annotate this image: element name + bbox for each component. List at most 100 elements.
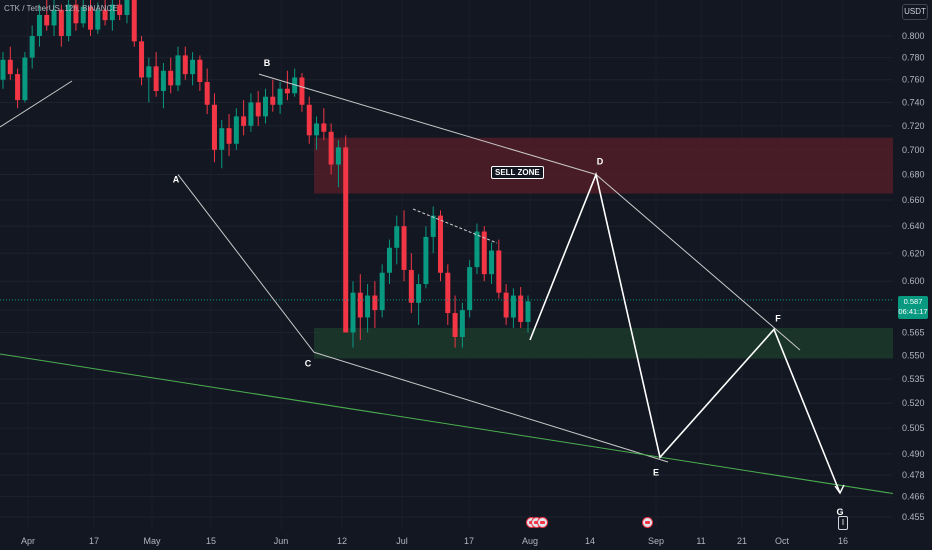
- candle-body: [36, 14, 42, 37]
- price-tick-label: 0.520: [902, 398, 925, 408]
- dashed-resistance-line: [412, 208, 498, 244]
- channel-line-bd: [258, 73, 597, 176]
- price-tick-label: 0.600: [902, 276, 925, 286]
- wave-label-f: F: [775, 313, 781, 323]
- candle-body: [423, 236, 429, 285]
- candle-body: [0, 59, 6, 80]
- zones-layer: [314, 137, 893, 359]
- candle-body: [197, 59, 203, 82]
- wave-labels-layer: A B C D E F G: [173, 58, 844, 517]
- price-tick-label: 0.620: [902, 248, 925, 258]
- grid-lines: [0, 35, 893, 518]
- wave-label-g: G: [836, 507, 843, 517]
- candle-body: [350, 292, 356, 333]
- candle-body: [160, 70, 166, 92]
- time-tick-label: 11: [696, 536, 705, 546]
- candle-body: [182, 55, 188, 75]
- candle-body: [131, 0, 137, 42]
- candle-body: [518, 295, 524, 322]
- long-support-line: [0, 353, 929, 500]
- arrow-head: [834, 484, 845, 495]
- candle-body: [408, 269, 414, 303]
- candle-body: [379, 272, 385, 311]
- wave-label-a: A: [173, 175, 180, 185]
- time-tick-label: 17: [89, 536, 99, 546]
- time-tick-label: May: [143, 536, 161, 546]
- price-tick-label: 0.760: [902, 75, 925, 85]
- candle-body: [481, 231, 487, 275]
- candle-body: [372, 295, 378, 311]
- candle-body: [489, 250, 495, 275]
- channel-line-df: [595, 174, 801, 351]
- candle-body: [357, 292, 363, 318]
- channel-line-ce: [313, 351, 669, 463]
- price-axis[interactable]: 0.800 0.780 0.760 0.740 0.720 0.700 0.680 0.660…: [893, 0, 932, 550]
- candle-body: [525, 301, 531, 322]
- candle-body: [328, 131, 334, 165]
- candle-body: [365, 295, 371, 318]
- info-badge[interactable]: I: [838, 516, 848, 530]
- price-tick-label: 0.640: [902, 221, 925, 231]
- candle-body: [438, 215, 443, 273]
- event-flag-icon[interactable]: [537, 517, 548, 528]
- candle-body: [15, 74, 21, 101]
- candle-body: [314, 123, 320, 136]
- symbol-title[interactable]: CTK / TetherUS, 12h, BINANCE: [4, 4, 118, 13]
- candle-body: [386, 247, 392, 273]
- price-tick-label: 0.800: [902, 31, 925, 41]
- candle-body: [219, 128, 225, 150]
- time-tick-label: Jun: [274, 536, 289, 546]
- event-flag-icon[interactable]: [642, 517, 653, 528]
- time-axis[interactable]: Apr 17 May 15 Jun 12 Jul 17 Aug 14 Sep 11 21 Oct 16: [0, 530, 893, 550]
- price-tick-label: 0.466: [902, 492, 925, 502]
- channel-line-ac: [177, 174, 315, 353]
- candle-body: [190, 59, 196, 75]
- candle-body: [284, 88, 290, 94]
- price-tick-label: 0.680: [902, 170, 925, 180]
- time-tick-label: Oct: [775, 536, 790, 546]
- wave-label-c: C: [305, 358, 312, 368]
- candle-body: [459, 310, 465, 337]
- candle-body: [153, 66, 159, 92]
- currency-button[interactable]: USDT: [902, 4, 928, 20]
- candle-body: [80, 6, 86, 24]
- candle-body: [321, 123, 327, 132]
- candle-body: [168, 70, 174, 86]
- candle-body: [292, 77, 298, 94]
- candle-body: [124, 0, 130, 15]
- drawings-layer: [0, 73, 929, 500]
- price-tick-label: 0.535: [902, 374, 925, 384]
- candle-body: [467, 267, 473, 311]
- candle-body: [102, 9, 108, 21]
- price-tick-label: 0.700: [902, 145, 925, 155]
- last-price: 0.587: [903, 297, 923, 306]
- sell-zone-label[interactable]: SELL ZONE: [491, 166, 544, 179]
- candle-body: [146, 66, 152, 78]
- candle-body: [394, 226, 400, 248]
- candle-body: [248, 102, 254, 126]
- price-tick-label: 0.660: [902, 195, 925, 205]
- candle-body: [416, 284, 422, 303]
- wave-label-e: E: [653, 467, 659, 477]
- price-tick-label: 0.490: [902, 449, 925, 459]
- candle-body: [335, 147, 341, 165]
- candle-body: [22, 57, 28, 101]
- candle-body: [211, 104, 217, 150]
- wave-label-b: B: [264, 58, 271, 68]
- candle-body: [445, 272, 451, 314]
- projected-wave-path: [529, 171, 841, 494]
- time-tick-label: Sep: [648, 536, 664, 546]
- candle-body: [44, 14, 50, 26]
- candle-body: [452, 313, 458, 337]
- candle-body: [496, 250, 502, 293]
- candle-body: [29, 36, 35, 58]
- candle-body: [226, 128, 232, 144]
- wave-label-d: D: [597, 157, 604, 167]
- candle-body: [109, 4, 115, 21]
- candle-body: [263, 96, 268, 117]
- last-price-tag: 0.587 06:41:17: [898, 296, 928, 319]
- candles-layer: [0, 0, 531, 348]
- candle-body: [51, 9, 57, 26]
